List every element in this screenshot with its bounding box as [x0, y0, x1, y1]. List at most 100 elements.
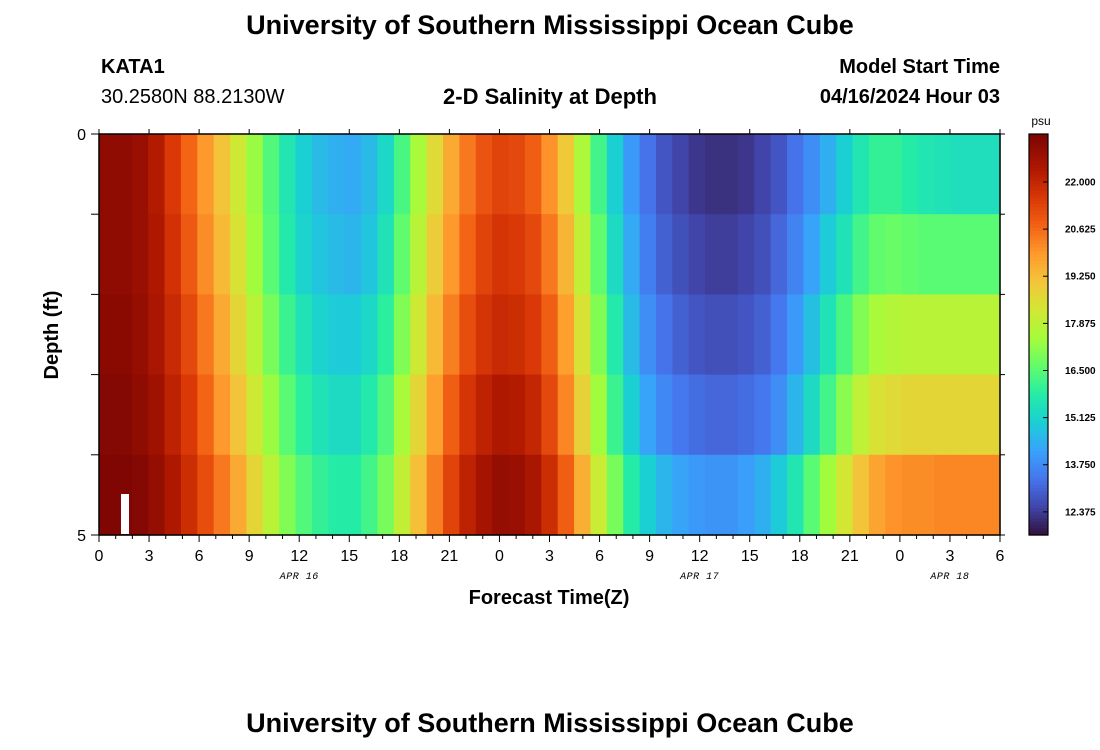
colorbar-segment [1029, 194, 1048, 199]
heatmap-cell [967, 134, 985, 215]
x-tick-label: 12 [691, 548, 709, 565]
colorbar-segment [1029, 180, 1048, 185]
colorbar-segment [1029, 387, 1048, 392]
x-tick-label: 21 [841, 548, 859, 565]
heatmap-cell [754, 214, 772, 295]
colorbar-segment [1029, 331, 1048, 336]
colorbar-segment [1029, 371, 1048, 376]
colorbar-segment [1029, 341, 1048, 346]
heatmap-cell [868, 214, 886, 295]
heatmap-cell [393, 294, 411, 376]
heatmap-cell [230, 214, 248, 295]
colorbar-segment [1029, 284, 1048, 289]
colorbar-segment [1029, 177, 1048, 182]
heatmap-cell [295, 374, 313, 456]
colorbar-segment [1029, 461, 1048, 466]
heatmap-cell [901, 134, 919, 215]
date-label: APR 17 [679, 572, 719, 583]
heatmap-cell [655, 294, 673, 376]
heatmap-cell [279, 134, 297, 215]
heatmap-cell [770, 214, 788, 295]
colorbar-segment [1029, 504, 1048, 509]
heatmap-cell [705, 374, 723, 456]
colorbar-segment [1029, 344, 1048, 349]
heatmap-cell [213, 374, 231, 456]
heatmap-cell [344, 454, 362, 536]
colorbar-segment [1029, 397, 1048, 402]
heatmap-cell [705, 454, 723, 536]
colorbar-tick-label: 20.625 [1065, 225, 1096, 236]
heatmap-cell [950, 374, 968, 456]
heatmap-cell [164, 374, 182, 456]
colorbar-segment [1029, 498, 1048, 503]
heatmap-cell [688, 294, 706, 376]
heatmap-cell [524, 134, 542, 215]
colorbar-segment [1029, 377, 1048, 382]
colorbar-segment [1029, 411, 1048, 416]
x-tick-label: 0 [495, 548, 504, 565]
colorbar-segment [1029, 394, 1048, 399]
colorbar-segment [1029, 164, 1048, 169]
heatmap-cell [901, 454, 919, 536]
colorbar-segment [1029, 311, 1048, 316]
colorbar-segment [1029, 281, 1048, 285]
heatmap-cell [950, 214, 968, 295]
heatmap-cell [197, 374, 215, 456]
heatmap-cell [246, 374, 264, 456]
heatmap-cell [934, 214, 952, 295]
heatmap-cell [737, 454, 755, 536]
heatmap-cell [787, 214, 805, 295]
colorbar-segment [1029, 337, 1048, 342]
colorbar-segment [1029, 421, 1048, 426]
heatmap-cell [574, 294, 592, 376]
heatmap-cell [688, 374, 706, 456]
colorbar-segment [1029, 521, 1048, 526]
heatmap-cell [279, 374, 297, 456]
x-tick-label: 3 [945, 548, 954, 565]
colorbar-segment [1029, 147, 1048, 152]
heatmap-cell [639, 214, 657, 295]
heatmap-cell [311, 294, 329, 376]
heatmap-cell [246, 134, 264, 215]
x-tick-label: 9 [645, 548, 654, 565]
heatmap-cell [836, 134, 854, 215]
colorbar-segment [1029, 528, 1048, 533]
colorbar-segment [1029, 511, 1048, 516]
colorbar-segment [1029, 240, 1048, 245]
x-tick-label: 15 [741, 548, 759, 565]
colorbar-segment [1029, 361, 1048, 366]
colorbar-unit: psu [1031, 114, 1050, 128]
heatmap-cell [819, 214, 837, 295]
heatmap-cell [508, 454, 526, 536]
heatmap-cell [737, 294, 755, 376]
heatmap-cell [475, 134, 493, 215]
heatmap-cell [803, 134, 821, 215]
heatmap-cell [328, 214, 346, 295]
colorbar-segment [1029, 210, 1048, 215]
colorbar-segment [1029, 230, 1048, 235]
heatmap-cell [230, 294, 248, 376]
heatmap-cell [934, 454, 952, 536]
heatmap-cell [475, 454, 493, 536]
heatmap-cell [131, 454, 149, 536]
heatmap-cell [246, 294, 264, 376]
heatmap-cell [606, 374, 624, 456]
footer-title: University of Southern Mississippi Ocean… [246, 708, 854, 738]
heatmap-cell [311, 134, 329, 215]
colorbar-segment [1029, 184, 1048, 189]
colorbar-segment [1029, 214, 1048, 219]
x-tick-label: 0 [95, 548, 104, 565]
heatmap-cell [361, 134, 379, 215]
heatmap-cell [475, 374, 493, 456]
heatmap-cell [99, 294, 116, 376]
heatmap-cell [508, 374, 526, 456]
heatmap-cell [328, 294, 346, 376]
x-tick-label: 9 [245, 548, 254, 565]
heatmap-cell [492, 454, 510, 536]
heatmap-cell [721, 134, 739, 215]
colorbar-tick-label: 13.750 [1065, 460, 1096, 471]
heatmap-cell [295, 134, 313, 215]
heatmap-cell [918, 374, 936, 456]
heatmap-cell [639, 454, 657, 536]
colorbar-segment [1029, 468, 1048, 473]
